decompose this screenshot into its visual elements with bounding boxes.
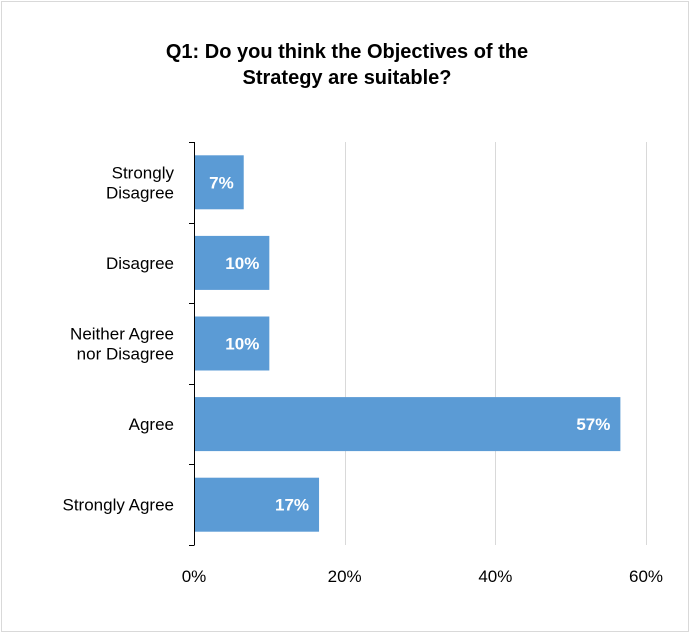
data-label: 10% [225,254,259,273]
data-label: 10% [225,335,259,354]
bar [195,235,270,290]
chart-title: Q1: Do you think the Objectives of the S… [2,39,692,91]
x-tick-label: 60% [629,567,663,586]
category-label: Strongly Agree [62,496,174,515]
category-label: Strongly [112,163,175,182]
data-label: 17% [275,496,309,515]
bar [195,397,621,452]
category-label: nor Disagree [77,345,174,364]
category-label: Neither Agree [70,325,174,344]
x-tick-label: 20% [328,567,362,586]
bar [195,155,244,210]
category-label: Disagree [106,183,174,202]
x-tick-label: 40% [478,567,512,586]
category-label: Agree [129,415,174,434]
data-label: 57% [576,415,610,434]
chart-title-line-2: Strategy are suitable? [242,67,452,89]
x-tick-label: 0% [182,567,207,586]
bar [195,477,320,532]
chart-title-line-1: Q1: Do you think the Objectives of the [165,41,529,63]
bar [195,316,270,371]
category-label: Disagree [106,254,174,273]
data-label: 7% [209,173,234,192]
